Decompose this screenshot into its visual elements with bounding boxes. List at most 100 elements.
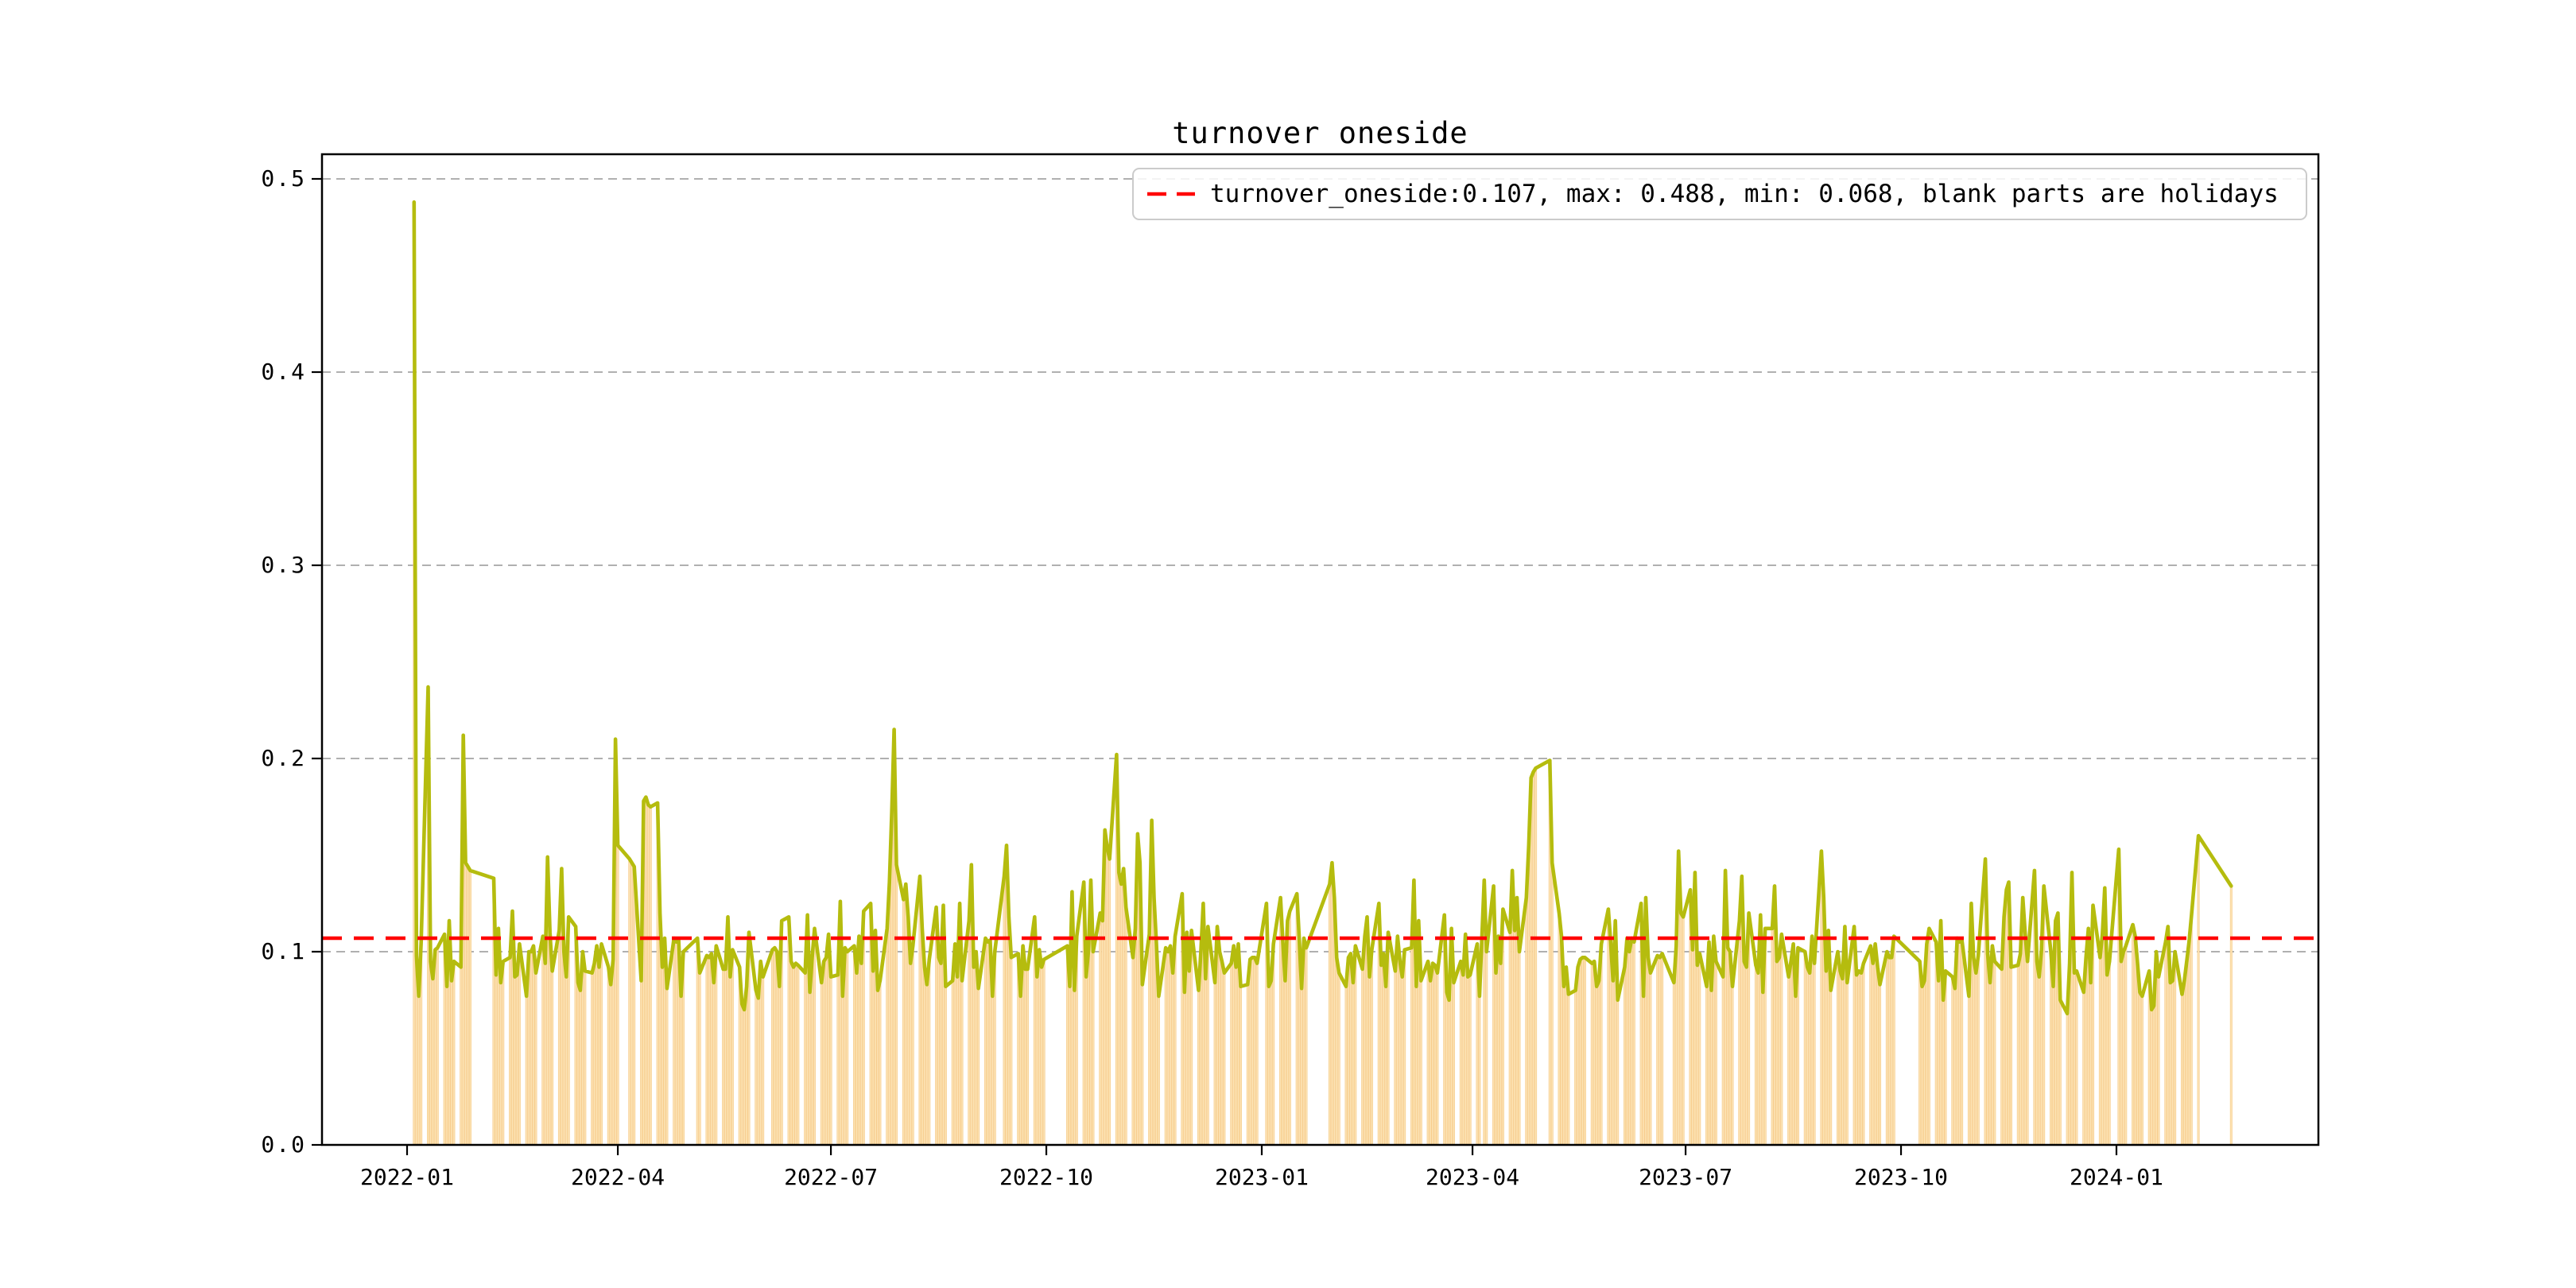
daily-bar — [2016, 964, 2019, 1146]
daily-bar — [792, 967, 795, 1146]
daily-bar — [452, 960, 456, 1146]
daily-bar — [1754, 964, 1757, 1146]
daily-bar — [1003, 875, 1006, 1146]
daily-bar — [1642, 995, 1645, 1146]
daily-bar — [1534, 767, 1538, 1146]
daily-bar — [983, 937, 987, 1146]
legend-label: turnover_oneside:0.107, max: 0.488, min:… — [1210, 180, 2279, 208]
daily-bar — [1230, 963, 1233, 1146]
daily-bar — [1567, 994, 1570, 1146]
daily-bar — [1562, 986, 1565, 1146]
daily-bar — [1461, 974, 1465, 1146]
daily-bar — [951, 980, 954, 1146]
daily-bar — [773, 947, 776, 1146]
daily-bar — [1860, 972, 1863, 1146]
daily-bar — [1124, 906, 1127, 1146]
daily-bar — [846, 951, 849, 1146]
daily-bar — [1255, 963, 1259, 1146]
daily-bar — [1790, 960, 1793, 1146]
daily-bar — [1579, 959, 1582, 1146]
daily-bar — [1794, 995, 1798, 1146]
daily-bar — [469, 870, 472, 1146]
daily-bar — [1649, 972, 1652, 1146]
daily-bar — [1679, 913, 1682, 1146]
daily-bar — [431, 978, 434, 1146]
daily-bar — [740, 1003, 743, 1146]
daily-bar — [1709, 990, 1713, 1146]
daily-bar — [886, 928, 889, 1146]
daily-bar — [1220, 960, 1224, 1146]
daily-bar — [1972, 956, 1975, 1146]
daily-bar — [1188, 970, 1191, 1146]
daily-bar — [956, 976, 959, 1146]
daily-bar — [1922, 980, 1926, 1146]
daily-bar — [829, 976, 832, 1146]
daily-bar — [1525, 897, 1528, 1146]
daily-bar — [1419, 980, 1422, 1146]
x-tick-label: 2022-07 — [784, 1164, 878, 1190]
daily-bar — [1616, 999, 1620, 1146]
daily-bar — [649, 806, 652, 1146]
daily-bar — [2026, 960, 2029, 1146]
daily-bar — [937, 956, 941, 1146]
daily-bar — [1157, 995, 1160, 1146]
daily-bar — [1099, 913, 1102, 1146]
daily-bar — [794, 963, 797, 1146]
daily-bar — [1239, 986, 1242, 1146]
daily-bar — [2023, 932, 2027, 1146]
daily-bar — [2040, 949, 2043, 1146]
daily-bar — [1141, 983, 1144, 1146]
daily-bar — [2229, 886, 2233, 1146]
daily-bar — [1593, 960, 1596, 1146]
daily-bar — [2122, 951, 2125, 1146]
daily-bar — [820, 982, 823, 1146]
daily-bar — [1595, 986, 1598, 1146]
daily-bar — [1134, 928, 1137, 1146]
daily-bar — [1344, 986, 1348, 1146]
x-tick-label: 2023-07 — [1639, 1164, 1732, 1190]
daily-bar — [644, 797, 647, 1146]
daily-bar — [1698, 953, 1701, 1146]
daily-bar — [562, 951, 565, 1146]
daily-bar — [1414, 986, 1418, 1146]
y-tick-label: 0.0 — [261, 1131, 306, 1158]
daily-bar — [809, 991, 812, 1146]
daily-bar — [1661, 953, 1664, 1146]
daily-bar — [1084, 976, 1088, 1146]
daily-bar — [673, 937, 676, 1146]
daily-bar — [1696, 964, 1699, 1146]
plot-frame — [320, 153, 2320, 1146]
daily-bar — [1300, 987, 1303, 1146]
daily-bar — [1993, 960, 1996, 1146]
daily-bar — [1251, 956, 1254, 1146]
daily-bar — [1410, 947, 1413, 1146]
y-tick-label: 0.5 — [261, 165, 306, 192]
daily-bar — [1370, 949, 1373, 1146]
daily-bar — [2051, 986, 2054, 1146]
daily-bar — [902, 899, 905, 1146]
daily-bar — [513, 976, 516, 1146]
daily-bar — [532, 945, 535, 1146]
daily-bar — [1169, 945, 1172, 1146]
daily-bar — [2152, 1005, 2155, 1146]
daily-bar — [1403, 949, 1406, 1146]
x-tick-label: 2023-01 — [1215, 1164, 1309, 1190]
daily-bar — [698, 972, 701, 1146]
daily-bar — [1019, 995, 1022, 1146]
daily-bar — [680, 995, 683, 1146]
daily-bar — [1869, 945, 1872, 1146]
daily-bar — [1106, 847, 1109, 1146]
daily-bar — [1623, 967, 1626, 1146]
daily-bar — [2101, 933, 2104, 1146]
daily-bar — [1448, 999, 1451, 1146]
daily-bar — [1803, 951, 1806, 1146]
daily-bar — [1164, 947, 1167, 1146]
daily-bar — [534, 972, 537, 1146]
daily-bar — [1612, 980, 1615, 1146]
daily-bar — [2108, 960, 2111, 1146]
x-tick-label: 2024-01 — [2070, 1164, 2163, 1190]
daily-bar — [2124, 945, 2128, 1146]
daily-bar — [1581, 956, 1584, 1146]
daily-bar — [1335, 956, 1338, 1146]
daily-bar — [1682, 916, 1685, 1146]
